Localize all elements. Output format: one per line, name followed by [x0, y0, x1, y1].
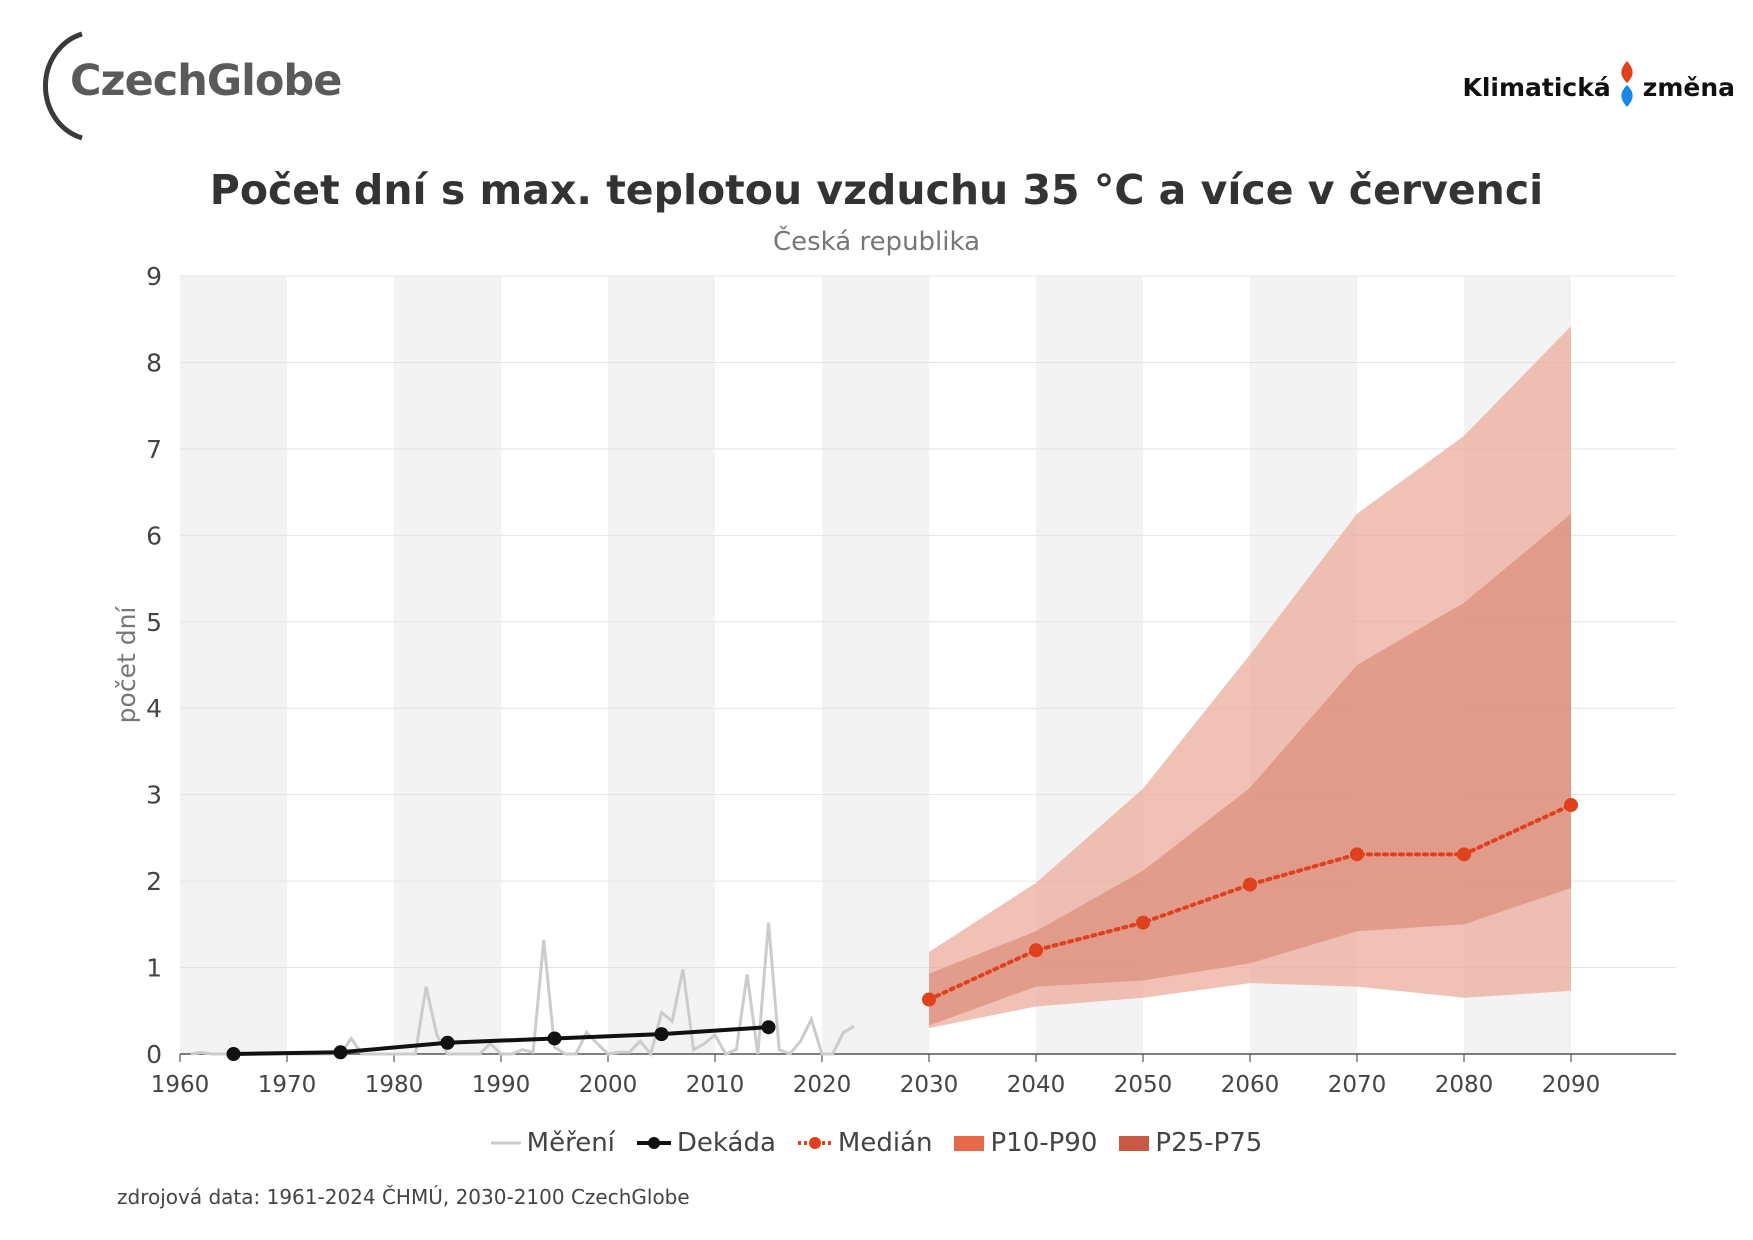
y-axis-label: počet dní: [112, 606, 141, 724]
y-tick-label: 4: [146, 694, 162, 723]
zmena-logo-text: změna: [1642, 72, 1735, 102]
median-point: [1136, 915, 1150, 930]
x-tick-label: 2050: [1114, 1072, 1173, 1098]
decade-point: [226, 1047, 241, 1061]
czechglobe-logo-text: CzechGlobe: [70, 56, 342, 106]
y-tick-label: 6: [146, 521, 162, 550]
legend-label-median: Medián: [837, 1128, 933, 1158]
legend-item-p10-p90: P10-P90: [954, 1128, 1097, 1158]
decade-stripe: [180, 276, 287, 1054]
y-tick-label: 2: [146, 867, 162, 896]
band-p25-p75: [929, 513, 1571, 1026]
x-tick-label: 1990: [472, 1072, 531, 1098]
legend: Měření Dekáda Medián P10-P90 P25-P75: [0, 1128, 1753, 1158]
legend-swatch-p10-p90: [954, 1136, 985, 1151]
decade-line: [233, 1025, 769, 1056]
decade-stripe: [608, 276, 715, 1054]
decade-point: [547, 1031, 562, 1046]
x-tick-label: 2020: [793, 1072, 852, 1098]
median-point: [1350, 847, 1364, 862]
x-tick-label: 2040: [1007, 1072, 1066, 1098]
chart-title: Počet dní s max. teplotou vzduchu 35 °C …: [209, 166, 1544, 214]
y-tick-label: 7: [146, 435, 162, 464]
legend-item-measurement: Měření: [490, 1128, 615, 1158]
legend-label-decade: Dekáda: [676, 1128, 776, 1158]
x-tick-label: 2000: [579, 1072, 638, 1098]
klimaticka-logo-text: Klimatická: [1462, 72, 1611, 102]
legend-swatch-p25-p75: [1119, 1136, 1150, 1151]
y-tick-label: 5: [146, 608, 162, 637]
x-tick-label: 2010: [686, 1072, 745, 1098]
y-tick-label: 3: [146, 781, 162, 810]
y-tick-label: 9: [146, 262, 162, 291]
decade-point: [654, 1027, 669, 1042]
legend-item-median: Medián: [797, 1128, 933, 1158]
source-note: zdrojová data: 1961-2024 ČHMÚ, 2030-2100…: [117, 1185, 690, 1209]
legend-swatch-decade: [636, 1137, 671, 1149]
decade-point: [440, 1035, 455, 1050]
median-point: [922, 992, 936, 1007]
x-tick-label: 1980: [365, 1072, 424, 1098]
decade-stripe: [822, 276, 929, 1054]
red-blue-drop-icon: [1617, 59, 1637, 115]
measurement-line: [190, 922, 855, 1058]
klimaticka-zmena-logo: Klimatická změna: [1462, 59, 1735, 115]
legend-swatch-median: [797, 1137, 832, 1149]
x-tick-label: 1960: [151, 1072, 210, 1098]
decade-point: [333, 1045, 348, 1060]
y-tick-label: 8: [146, 348, 162, 377]
x-tick-label: 2070: [1328, 1072, 1387, 1098]
legend-swatch-measurement: [490, 1141, 521, 1145]
legend-label-p25-p75: P25-P75: [1155, 1128, 1263, 1158]
legend-label-p10-p90: P10-P90: [990, 1128, 1098, 1158]
chart-subtitle: Česká republika: [772, 227, 981, 257]
legend-item-decade: Dekáda: [636, 1128, 776, 1158]
median-point: [1457, 847, 1471, 862]
x-tick-label: 2080: [1435, 1072, 1494, 1098]
czechglobe-arc-logo-icon: [43, 31, 83, 141]
legend-label-measurement: Měření: [526, 1128, 615, 1158]
decade-stripe: [394, 276, 501, 1054]
x-tick-label: 2090: [1542, 1072, 1601, 1098]
decade-point: [761, 1020, 776, 1035]
legend-item-p25-p75: P25-P75: [1119, 1128, 1262, 1158]
czechglobe-logo: CzechGlobe: [36, 30, 342, 142]
y-tick-label: 1: [146, 954, 162, 983]
x-tick-label: 2030: [900, 1072, 959, 1098]
y-tick-label: 0: [146, 1040, 162, 1069]
median-point: [1029, 943, 1043, 958]
median-point: [1564, 798, 1578, 813]
median-point: [1243, 877, 1257, 892]
x-tick-label: 1970: [258, 1072, 317, 1098]
x-tick-label: 2060: [1221, 1072, 1280, 1098]
